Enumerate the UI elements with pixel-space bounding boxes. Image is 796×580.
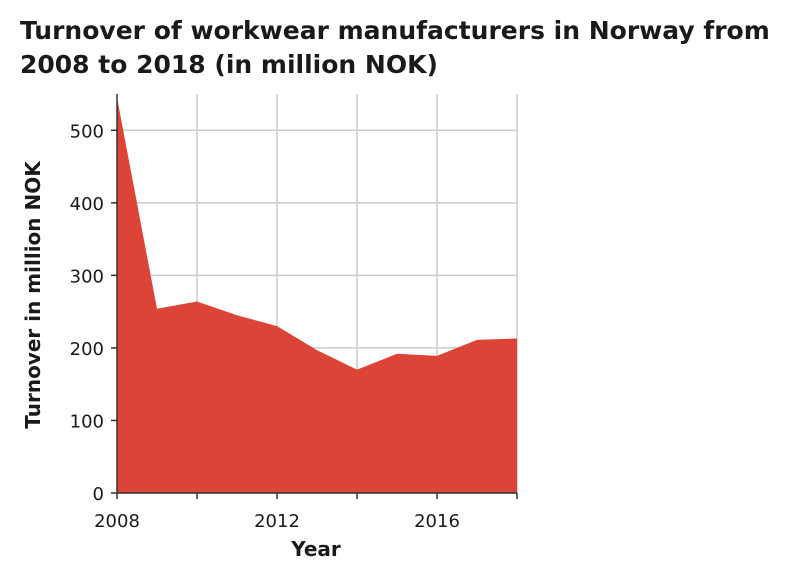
- y-tick-label: 200: [70, 339, 104, 360]
- x-tick-label: 2012: [254, 511, 300, 532]
- y-tick-label: 500: [70, 121, 104, 142]
- y-tick-label: 400: [70, 194, 104, 215]
- x-tick-label: 2008: [94, 511, 140, 532]
- chart-title: Turnover of workwear manufacturers in No…: [20, 16, 770, 79]
- y-axis-title: Turnover in million NOK: [21, 160, 45, 429]
- y-tick-label: 0: [93, 484, 104, 505]
- x-tick-label: 2016: [414, 511, 460, 532]
- y-tick-label: 300: [70, 266, 104, 287]
- turnover-area: [117, 97, 517, 494]
- x-tick-labels: 2008 2012 2016: [94, 511, 460, 532]
- axes: [111, 94, 518, 499]
- y-tick-label: 100: [70, 411, 104, 432]
- x-axis-title: Year: [290, 537, 341, 561]
- y-tick-labels: 0 100 200 300 400 500: [70, 121, 104, 505]
